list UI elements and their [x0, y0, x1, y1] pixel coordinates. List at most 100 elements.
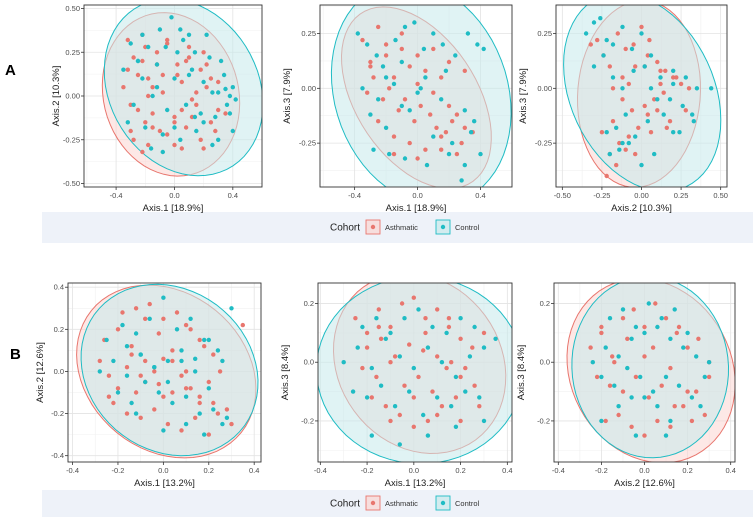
point-control: [425, 433, 431, 438]
point-control: [201, 79, 206, 85]
point-control: [143, 125, 148, 130]
point-asthmatic: [655, 418, 660, 424]
y-tick-label: -0.25: [63, 135, 80, 144]
plot-border: [67, 282, 262, 463]
point-asthmatic: [449, 360, 454, 365]
point-asthmatic: [620, 389, 626, 394]
point-asthmatic: [111, 400, 116, 406]
point-control: [387, 151, 392, 157]
point-asthmatic: [211, 400, 216, 406]
point-asthmatic: [383, 404, 388, 409]
point-asthmatic: [193, 415, 198, 420]
point-asthmatic: [664, 125, 669, 130]
axis-ticks: -0.4 0.0 0.4 -0.50 -0.25 0.00 0.25 0.50: [63, 4, 238, 200]
point-asthmatic: [663, 316, 669, 321]
point-asthmatic: [150, 111, 155, 116]
point-asthmatic: [216, 107, 221, 113]
point-control: [440, 42, 445, 47]
point-asthmatic: [443, 130, 449, 135]
point-asthmatic: [453, 395, 459, 400]
point-asthmatic: [444, 365, 449, 371]
point-control: [230, 128, 235, 134]
points: [588, 301, 712, 438]
x-tick-label: 0.25: [674, 191, 689, 200]
point-asthmatic: [655, 59, 660, 65]
point-control: [450, 140, 455, 146]
y-tick-label: 0.4: [54, 283, 64, 292]
point-control: [172, 76, 177, 81]
point-control: [706, 360, 712, 365]
point-control: [415, 90, 420, 95]
point-control: [365, 42, 370, 47]
x-tick-label: 0.4: [249, 466, 259, 475]
point-asthmatic: [472, 383, 477, 388]
point-control: [178, 27, 183, 32]
point-control: [169, 15, 174, 20]
point-asthmatic: [599, 130, 605, 135]
point-asthmatic: [194, 102, 199, 108]
point-control: [202, 337, 207, 343]
point-control: [423, 75, 428, 80]
point-control: [620, 24, 625, 30]
point-asthmatic: [612, 360, 617, 365]
point-asthmatic: [631, 307, 636, 312]
point-asthmatic: [388, 418, 393, 424]
y-tick-label: 0.2: [540, 299, 550, 308]
point-asthmatic: [128, 128, 133, 134]
point-asthmatic: [165, 37, 170, 43]
point-control: [138, 352, 143, 357]
point-asthmatic: [636, 125, 641, 130]
point-control: [233, 97, 238, 102]
panel-label-a: A: [5, 62, 16, 79]
point-asthmatic: [678, 81, 684, 87]
point-control: [604, 130, 609, 135]
point-asthmatic: [186, 44, 192, 50]
point-asthmatic: [668, 365, 673, 371]
y-tick-label: 0.0: [304, 358, 314, 367]
x-tick-label: 0.0: [158, 466, 168, 475]
x-tick-label: 0.4: [228, 191, 238, 200]
point-control: [421, 412, 426, 418]
point-asthmatic: [376, 307, 381, 312]
point-control: [213, 114, 218, 120]
point-control: [364, 395, 370, 400]
point-asthmatic: [667, 119, 673, 124]
point-control: [160, 132, 165, 137]
point-control: [397, 354, 402, 359]
point-asthmatic: [369, 395, 374, 400]
point-asthmatic: [423, 316, 428, 321]
point-asthmatic: [188, 386, 193, 391]
point-control: [481, 46, 486, 52]
point-asthmatic: [439, 134, 444, 139]
point-asthmatic: [462, 68, 467, 74]
legend-item-asthmatic: Asthmatic: [365, 219, 418, 235]
x-axis-label: Axis.1 [18.9%]: [386, 203, 447, 214]
point-asthmatic: [458, 336, 463, 341]
point-control: [590, 360, 595, 365]
point-control: [620, 307, 626, 312]
point-control: [161, 428, 166, 433]
point-control: [672, 307, 677, 312]
point-asthmatic: [431, 46, 436, 52]
point-asthmatic: [360, 365, 365, 371]
point-control: [668, 336, 673, 341]
point-asthmatic: [607, 64, 612, 69]
x-tick-label: 0.2: [204, 466, 214, 475]
point-control: [626, 140, 631, 146]
point-asthmatic: [133, 390, 139, 395]
legend-item-control: Control: [435, 219, 480, 235]
point-control: [165, 107, 170, 113]
point-asthmatic: [383, 42, 389, 47]
point-asthmatic: [376, 24, 381, 30]
point-asthmatic: [161, 316, 166, 321]
point-control: [210, 142, 215, 148]
point-asthmatic: [183, 386, 189, 391]
point-asthmatic: [368, 59, 373, 65]
point-asthmatic: [623, 46, 628, 52]
point-control: [652, 151, 657, 157]
y-axis-label: Axis.3 [7.9%]: [282, 68, 293, 123]
scatter-plot-2: -0.4 0.0 0.4 -0.25 0.00 0.25 Axis.1 [18.9%] Axi…: [282, 4, 513, 214]
point-control: [393, 37, 398, 43]
point-asthmatic: [658, 68, 663, 74]
point-asthmatic: [399, 301, 405, 306]
